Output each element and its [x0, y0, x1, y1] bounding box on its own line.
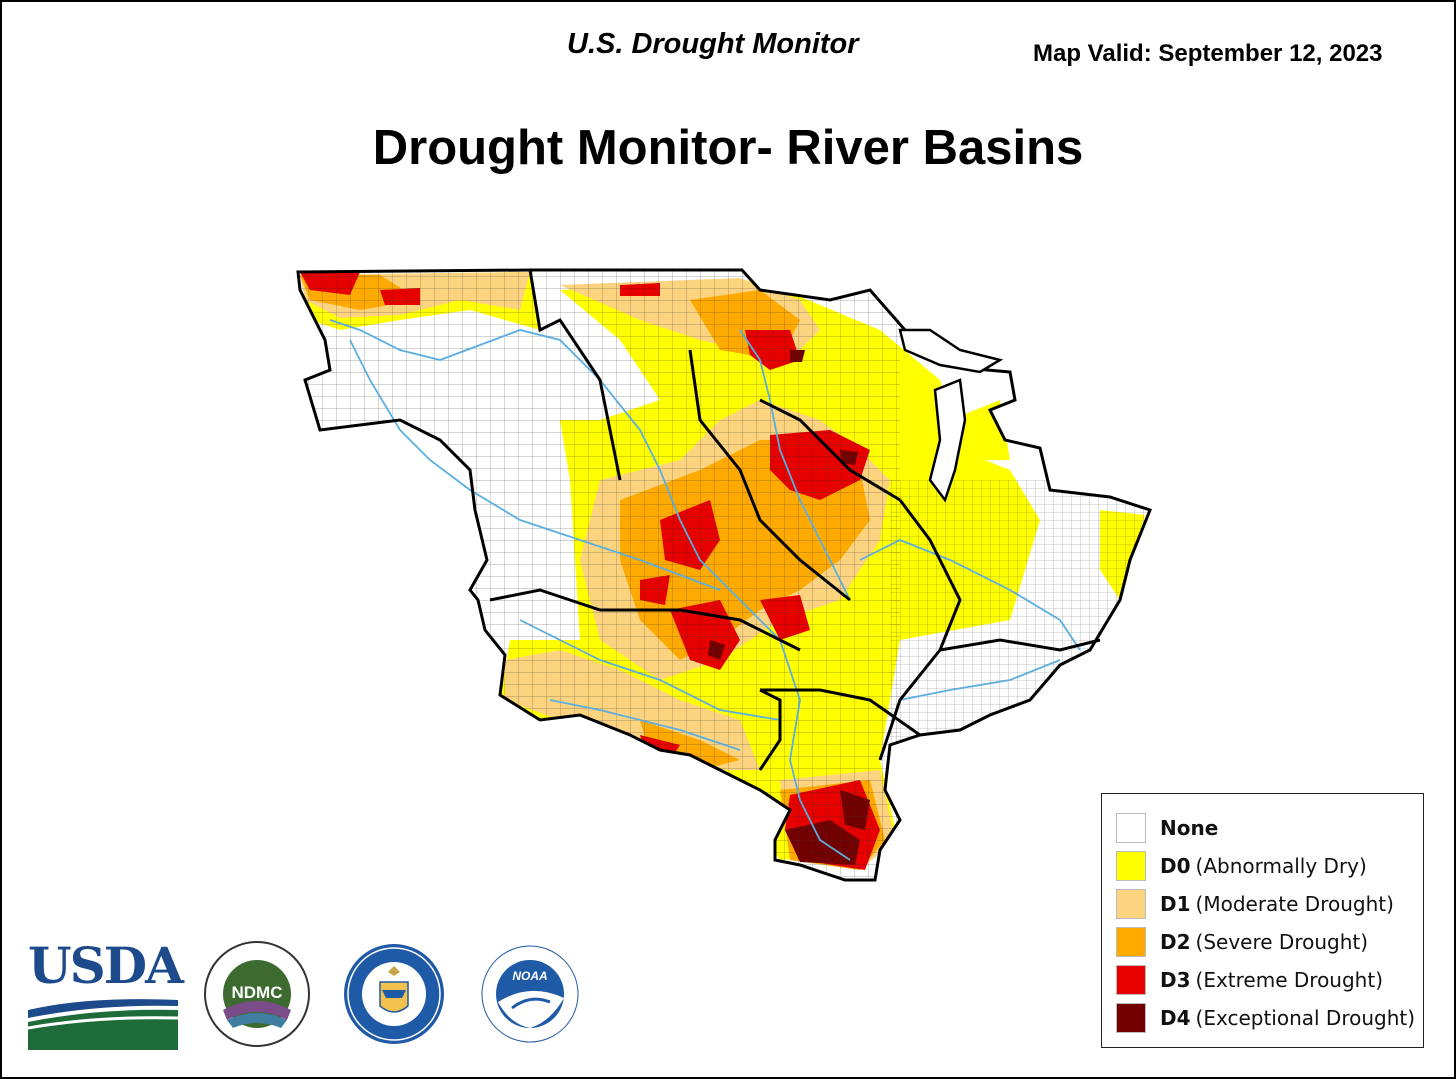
legend-item-none: None — [1116, 812, 1223, 844]
drought-shading — [298, 270, 1150, 880]
legend-label-d3: (Extreme Drought) — [1195, 968, 1383, 992]
valid-date: Map Valid: September 12, 2023 — [1033, 40, 1383, 67]
ndmc-text: NDMC — [232, 983, 283, 1002]
legend-item-d2: D2 (Severe Drought) — [1116, 926, 1368, 958]
great-lakes — [898, 328, 1004, 503]
legend-swatch-d1 — [1116, 889, 1146, 919]
usda-logo: USDA — [27, 936, 184, 1050]
legend-swatch-d3 — [1116, 965, 1146, 995]
legend-item-d1: D1 (Moderate Drought) — [1116, 888, 1394, 920]
river-network — [329, 319, 1081, 861]
usda-field-stripes — [27, 999, 179, 1050]
legend: None D0 (Abnormally Dry) D1 (Moderate Dr… — [1101, 793, 1424, 1048]
legend-swatch-d4 — [1116, 1003, 1146, 1033]
legend-swatch-d0 — [1116, 851, 1146, 881]
legend-label-d0: (Abnormally Dry) — [1195, 854, 1367, 878]
commerce-seal — [344, 944, 444, 1044]
legend-label-d2: (Severe Drought) — [1195, 930, 1369, 954]
legend-swatch-none — [1116, 813, 1146, 843]
legend-label-none: None — [1160, 816, 1219, 840]
legend-code-d2: D2 — [1160, 930, 1191, 954]
legend-code-d0: D0 — [1160, 854, 1191, 878]
map-title: Drought Monitor- River Basins — [372, 121, 1084, 175]
noaa-logo: NOAA — [481, 945, 579, 1043]
legend-swatch-d2 — [1116, 927, 1146, 957]
legend-code-d4: D4 — [1160, 1006, 1191, 1030]
basin-boundaries — [296, 268, 1152, 882]
usda-wordmark: USDA — [28, 936, 184, 995]
legend-code-d3: D3 — [1160, 968, 1191, 992]
legend-code-d1: D1 — [1160, 892, 1191, 916]
legend-item-d0: D0 (Abnormally Dry) — [1116, 850, 1367, 882]
legend-label-d4: (Exceptional Drought) — [1195, 1006, 1416, 1030]
legend-item-d4: D4 (Exceptional Drought) — [1116, 1002, 1415, 1034]
legend-label-d1: (Moderate Drought) — [1195, 892, 1394, 916]
product-title: U.S. Drought Monitor — [567, 28, 859, 60]
legend-item-d3: D3 (Extreme Drought) — [1116, 964, 1383, 996]
ndmc-logo: NDMC — [204, 941, 310, 1047]
noaa-text: NOAA — [512, 969, 547, 983]
